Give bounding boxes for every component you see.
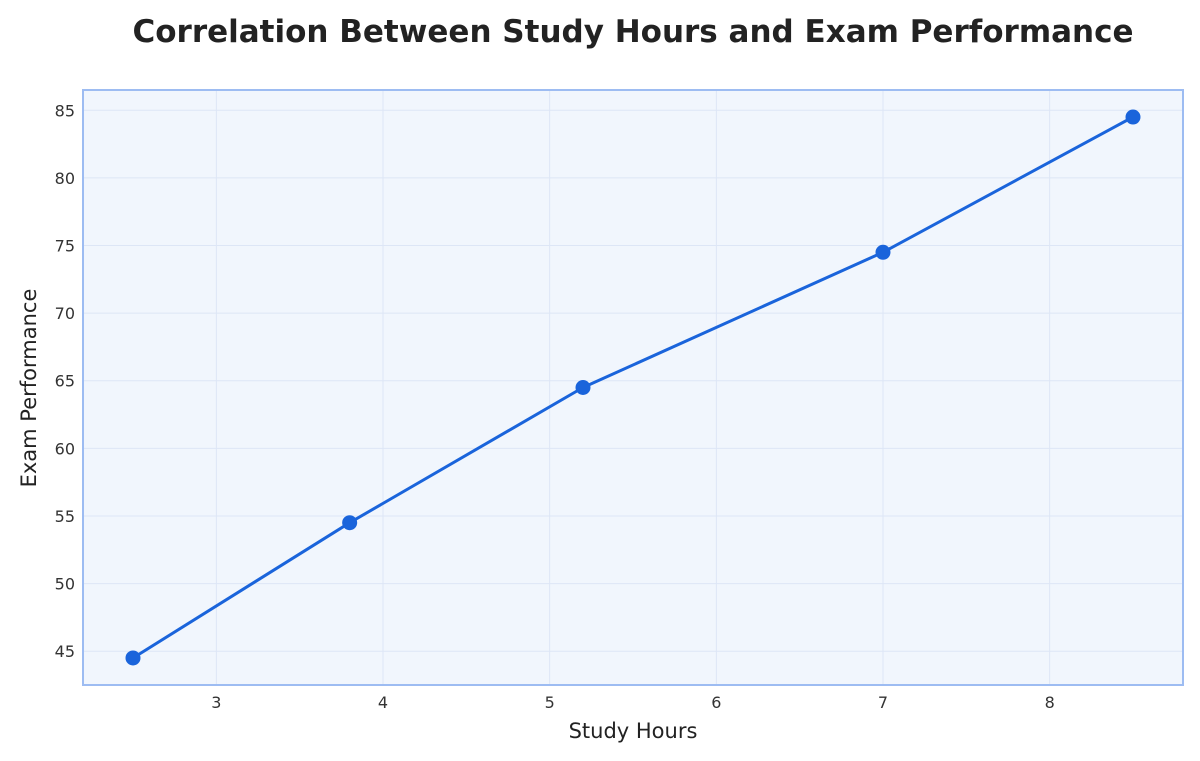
data-point — [1125, 109, 1141, 125]
data-point — [342, 515, 358, 531]
x-tick-label: 7 — [878, 693, 888, 712]
chart-title: Correlation Between Study Hours and Exam… — [132, 14, 1133, 50]
x-tick-label: 5 — [545, 693, 555, 712]
y-tick-label: 65 — [55, 372, 75, 391]
y-tick-label: 75 — [55, 237, 75, 256]
series-markers — [125, 109, 1141, 666]
data-point — [875, 244, 891, 260]
x-tick-label: 4 — [378, 693, 388, 712]
x-axis-ticks: 3 4 5 6 7 8 — [211, 693, 1055, 712]
y-tick-label: 80 — [55, 169, 75, 188]
x-tick-label: 3 — [211, 693, 221, 712]
y-tick-label: 55 — [55, 507, 75, 526]
x-axis-label: Study Hours — [569, 719, 698, 743]
y-axis-ticks: 45 50 55 60 65 70 75 80 85 — [55, 101, 75, 661]
grid — [83, 90, 1183, 685]
y-tick-label: 70 — [55, 304, 75, 323]
y-tick-label: 50 — [55, 575, 75, 594]
x-tick-label: 6 — [711, 693, 721, 712]
y-tick-label: 45 — [55, 642, 75, 661]
plot-frame — [82, 89, 1184, 686]
data-point — [575, 380, 591, 395]
x-tick-label: 8 — [1045, 693, 1055, 712]
y-tick-label: 85 — [55, 101, 75, 120]
y-tick-label: 60 — [55, 439, 75, 458]
y-axis-label: Exam Performance — [17, 289, 41, 488]
data-point — [125, 650, 141, 666]
